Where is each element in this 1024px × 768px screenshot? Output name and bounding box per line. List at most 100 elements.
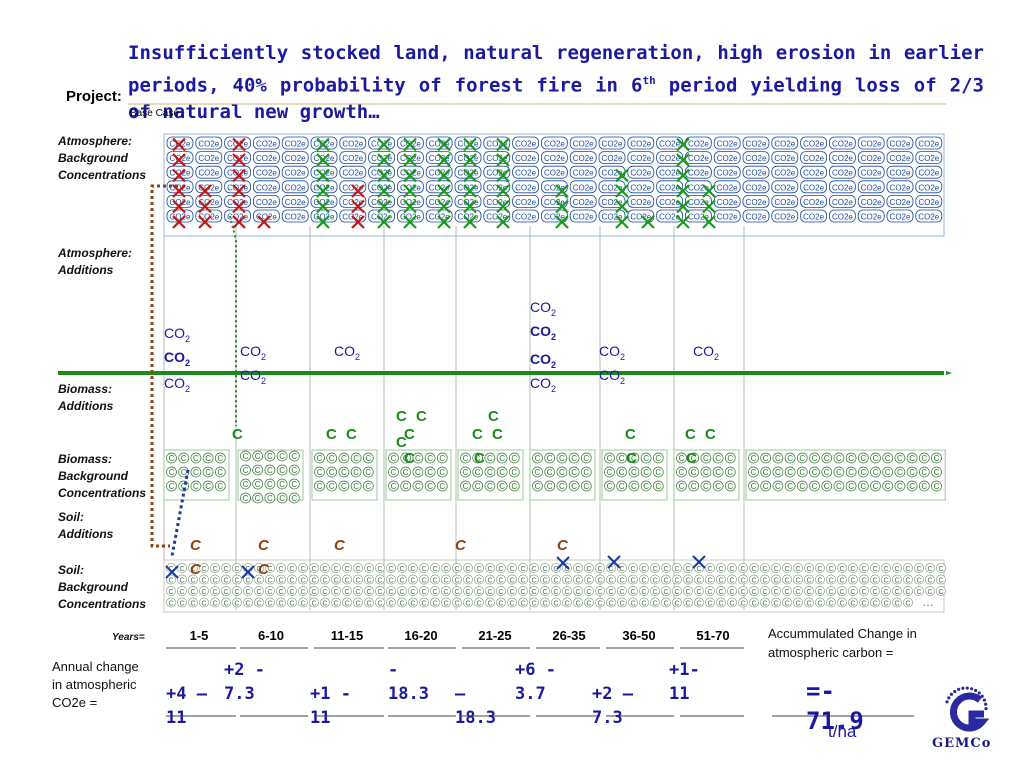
soil-carbon-token [243, 586, 253, 596]
period-label: 21-25 [478, 628, 512, 643]
soil-carbon-token-label: C [619, 578, 624, 585]
carbon-token [276, 478, 288, 490]
carbon-token [616, 480, 628, 492]
co2e-token-label: CO2e [227, 183, 248, 192]
x-mark-icon [496, 168, 510, 183]
carbon-token [544, 480, 556, 492]
carbon-token-label: C [571, 468, 577, 477]
carbon-token [616, 466, 628, 478]
carbon-token [894, 452, 906, 464]
soil-carbon-token-label: C [784, 578, 789, 585]
carbon-token [676, 480, 687, 492]
x-mark-icon [496, 153, 510, 167]
soil-carbon-token [848, 574, 858, 585]
x-mark-icon [232, 153, 246, 167]
carbon-token-label: C [583, 468, 589, 477]
carbon-token-label: C [169, 468, 175, 477]
x-mark-icon [702, 184, 716, 198]
soil-carbon-token [716, 563, 726, 573]
biomass-group-box [601, 449, 668, 501]
soil-carbon-token [199, 574, 209, 585]
soil-carbon-token [540, 563, 550, 573]
co2e-token-label: CO2e [400, 213, 421, 222]
brown-dotted-flow [150, 184, 178, 548]
soil-carbon-token [386, 563, 396, 573]
co2e-token [195, 165, 223, 179]
carbon-token-label: C [267, 480, 273, 489]
carbon-token-label: C [655, 482, 661, 491]
soil-carbon-token-label: C [410, 601, 415, 608]
carbon-token-label: C [691, 454, 697, 463]
soil-carbon-token [925, 574, 935, 585]
soil-carbon-token [903, 574, 913, 585]
carbon-token [760, 452, 772, 464]
carbon-token [628, 480, 640, 492]
soil-carbon-token-label: C [905, 566, 910, 573]
co2e-token [800, 151, 827, 165]
x-mark-icon [198, 199, 212, 214]
carbon-token [544, 452, 556, 464]
soil-carbon-token [408, 563, 418, 573]
co2e-token-label: CO2e [544, 140, 565, 149]
soil-carbon-token-label: C [652, 578, 657, 585]
soil-carbon-token-label: C [179, 589, 184, 596]
co2e-token-label: CO2e [602, 183, 623, 192]
carbon-token-label: C [691, 468, 697, 477]
soil-carbon-token-label: C [399, 566, 404, 573]
co2e-token-label: CO2e [774, 169, 795, 178]
soil-carbon-token [243, 597, 253, 608]
soil-carbon-token-label: C [333, 566, 338, 573]
soil-carbon-token-label: C [267, 589, 272, 596]
co2e-token [857, 136, 885, 150]
carbon-token-label: C [403, 482, 409, 491]
carbon-token [388, 480, 399, 492]
soil-carbon-token-label: C [652, 566, 657, 573]
soil-carbon-token [760, 563, 770, 573]
carbon-token [676, 452, 687, 464]
co2e-token-label: CO2e [717, 169, 738, 178]
soil-carbon-token-label: C [751, 589, 756, 596]
soil-carbon-token-label: C [630, 578, 635, 585]
co2e-token-label: CO2e [803, 169, 824, 178]
soil-carbon-token-label: C [630, 601, 635, 608]
carbon-token-label: C [181, 468, 187, 477]
co2e-token-label: CO2e [486, 198, 507, 207]
biomass-addition-c: C [625, 426, 636, 443]
soil-carbon-token-label: C [641, 578, 646, 585]
carbon-token [918, 480, 930, 492]
soil-carbon-token [804, 574, 814, 585]
carbon-token [288, 450, 300, 462]
soil-carbon-token-label: C [751, 601, 756, 608]
soil-carbon-token-label: C [223, 589, 228, 596]
soil-carbon-token-label: C [487, 601, 492, 608]
co2-addition-label: CO2 [334, 343, 361, 362]
carbon-token [436, 466, 448, 478]
soil-carbon-token [672, 586, 682, 596]
x-mark-icon [232, 137, 246, 152]
soil-carbon-token-label: C [520, 578, 525, 585]
soil-carbon-token-label: C [938, 578, 943, 585]
carbon-token [202, 452, 214, 464]
soil-carbon-token [441, 563, 451, 573]
co2e-token-label: CO2e [861, 183, 882, 192]
soil-carbon-token [408, 574, 418, 585]
soil-carbon-token [232, 574, 242, 585]
co2e-token-label: CO2e [573, 198, 594, 207]
soil-carbon-token-label: C [520, 601, 525, 608]
soil-carbon-token [617, 586, 627, 596]
x-mark-icon [198, 215, 212, 229]
soil-carbon-token [221, 586, 231, 596]
carbon-token [906, 466, 918, 478]
co2-addition-label: CO2 [599, 367, 626, 386]
soil-carbon-token-label: C [839, 601, 844, 608]
soil-carbon-token-label: C [938, 566, 943, 573]
soil-carbon-token-label: C [333, 601, 338, 608]
base-case-label: Base Case [130, 108, 179, 119]
soil-carbon-token-label: C [509, 578, 514, 585]
co2e-token [195, 151, 223, 165]
soil-carbon-token [551, 597, 561, 608]
carbon-token [772, 466, 784, 478]
soil-carbon-token [199, 597, 209, 608]
soil-carbon-token [760, 586, 770, 596]
biomass-group-box [385, 449, 452, 501]
